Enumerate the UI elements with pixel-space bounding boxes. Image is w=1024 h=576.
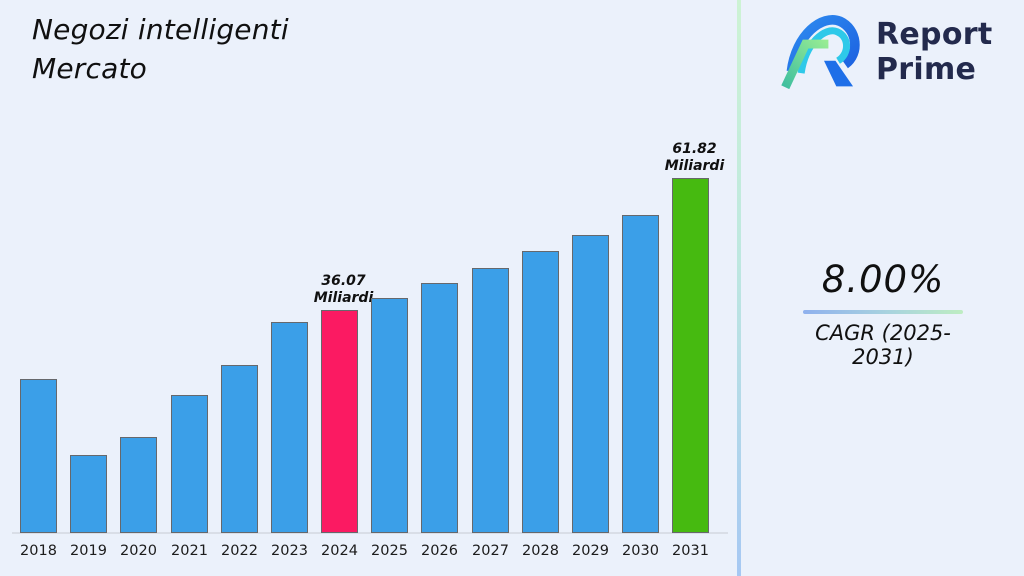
bar-2028 bbox=[522, 251, 559, 533]
x-tick-label-2026: 2026 bbox=[421, 543, 458, 559]
bar-2024 bbox=[321, 310, 358, 533]
x-tick-label-2020: 2020 bbox=[120, 543, 157, 559]
x-tick-label-2031: 2031 bbox=[672, 543, 709, 559]
annotation-unit: Miliardi bbox=[664, 157, 725, 174]
page-title-line-2: Mercato bbox=[32, 52, 147, 85]
bar-2019 bbox=[70, 455, 107, 533]
bar-2020 bbox=[120, 437, 157, 533]
brand-wordmark-line-1: Report bbox=[876, 17, 993, 52]
x-tick-label-2018: 2018 bbox=[20, 543, 57, 559]
page-title: Negozi intelligenti Mercato bbox=[32, 10, 289, 88]
page-title-line-1: Negozi intelligenti bbox=[32, 13, 289, 46]
bar-value-annotation-2031: 61.82 Miliardi bbox=[645, 141, 745, 174]
bar-2029 bbox=[572, 235, 609, 533]
brand-wordmark-line-2: Prime bbox=[876, 52, 977, 87]
vertical-divider bbox=[737, 0, 741, 576]
bar-chart: 2018 2019 2020 2021 2022 2023 2024 36.07 Miliard… bbox=[12, 141, 728, 559]
x-tick-label-2019: 2019 bbox=[70, 543, 107, 559]
bar-value-annotation-2024: 36.07 Miliardi bbox=[294, 273, 394, 306]
brand-wordmark: Report Prime bbox=[876, 17, 992, 87]
x-tick-label-2029: 2029 bbox=[572, 543, 609, 559]
bar-2027 bbox=[472, 268, 509, 533]
brand-logo: Report Prime bbox=[779, 8, 992, 96]
x-tick-label-2025: 2025 bbox=[371, 543, 408, 559]
bar-2031 bbox=[672, 178, 709, 533]
bar-2030 bbox=[622, 215, 659, 533]
bar-2023 bbox=[271, 322, 308, 533]
report-prime-logo-icon bbox=[781, 15, 860, 90]
x-tick-label-2024: 2024 bbox=[321, 543, 358, 559]
x-axis-baseline bbox=[12, 532, 728, 534]
x-tick-label-2022: 2022 bbox=[221, 543, 258, 559]
cagr-value: 8.00% bbox=[821, 258, 945, 301]
x-tick-label-2027: 2027 bbox=[472, 543, 509, 559]
x-tick-label-2030: 2030 bbox=[622, 543, 659, 559]
annotation-unit: Miliardi bbox=[313, 289, 374, 306]
annotation-value: 61.82 bbox=[672, 141, 717, 157]
cagr-stat: 8.00% CAGR (2025-2031) bbox=[803, 258, 963, 369]
cagr-underline bbox=[803, 310, 963, 314]
bar-2022 bbox=[221, 365, 258, 533]
bar-2026 bbox=[421, 283, 458, 533]
bar-2021 bbox=[171, 395, 208, 533]
annotation-value: 36.07 bbox=[321, 273, 366, 289]
x-tick-label-2028: 2028 bbox=[522, 543, 559, 559]
x-tick-label-2023: 2023 bbox=[271, 543, 308, 559]
bar-2018 bbox=[20, 379, 57, 533]
x-tick-label-2021: 2021 bbox=[171, 543, 208, 559]
cagr-label: CAGR (2025-2031) bbox=[815, 321, 951, 369]
bar-2025 bbox=[371, 298, 408, 533]
